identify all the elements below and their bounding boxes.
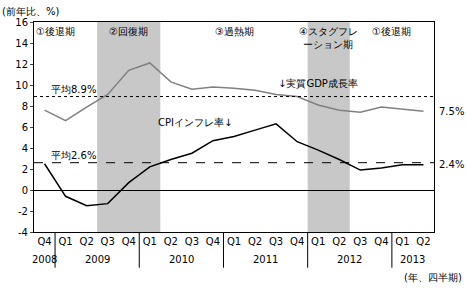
svg-text:8: 8 (22, 101, 28, 112)
svg-text:(年、四半期): (年、四半期) (404, 272, 462, 283)
svg-text:CPIインフレ率↓: CPIインフレ率↓ (158, 117, 232, 128)
svg-text:0: 0 (22, 185, 28, 196)
svg-text:Q2: Q2 (248, 236, 262, 247)
svg-text:Q1: Q1 (143, 236, 157, 247)
svg-text:Q2: Q2 (80, 236, 94, 247)
svg-text:Q4: Q4 (290, 236, 304, 247)
svg-text:6: 6 (22, 122, 28, 133)
svg-text:Q2: Q2 (416, 236, 430, 247)
svg-text:2009: 2009 (85, 254, 110, 265)
svg-text:Q3: Q3 (353, 236, 367, 247)
svg-text:Q2: Q2 (164, 236, 178, 247)
svg-text:(前年比、%): (前年比、%) (2, 6, 59, 17)
svg-text:平均2.6%: 平均2.6% (51, 150, 96, 161)
svg-text:2008: 2008 (32, 254, 57, 265)
svg-text:-2: -2 (18, 206, 28, 217)
svg-text:7.5%: 7.5% (439, 106, 464, 117)
svg-text:Q1: Q1 (395, 236, 409, 247)
svg-text:↓実質GDP成長率: ↓実質GDP成長率 (278, 78, 358, 89)
svg-text:-4: -4 (18, 227, 28, 238)
svg-text:平均8.9%: 平均8.9% (51, 84, 96, 95)
svg-text:2013: 2013 (400, 254, 425, 265)
svg-text:①後退期: ①後退期 (372, 26, 411, 37)
svg-text:2.4%: 2.4% (439, 159, 464, 170)
svg-text:Q4: Q4 (374, 236, 388, 247)
svg-text:Q3: Q3 (185, 236, 199, 247)
svg-text:④スタグフレーション期: ④スタグフレーション期 (299, 26, 358, 50)
svg-text:Q2: Q2 (332, 236, 346, 247)
svg-text:10: 10 (15, 80, 28, 91)
svg-text:③過熱期: ③過熱期 (215, 26, 254, 37)
svg-text:14: 14 (15, 38, 28, 49)
svg-text:Q1: Q1 (58, 236, 72, 247)
svg-text:2: 2 (22, 164, 28, 175)
svg-text:Q4: Q4 (37, 236, 51, 247)
svg-text:2010: 2010 (169, 254, 194, 265)
svg-text:Q4: Q4 (206, 236, 220, 247)
svg-text:②回復期: ②回復期 (109, 26, 148, 37)
svg-text:16: 16 (15, 17, 28, 28)
svg-text:①後退期: ①後退期 (36, 26, 75, 37)
svg-text:Q3: Q3 (101, 236, 115, 247)
svg-text:2011: 2011 (253, 254, 278, 265)
svg-text:12: 12 (15, 59, 28, 70)
svg-text:Q1: Q1 (311, 236, 325, 247)
svg-text:4: 4 (22, 143, 28, 154)
svg-text:Q3: Q3 (269, 236, 283, 247)
svg-text:Q1: Q1 (227, 236, 241, 247)
svg-text:Q4: Q4 (122, 236, 136, 247)
svg-text:2012: 2012 (337, 254, 362, 265)
